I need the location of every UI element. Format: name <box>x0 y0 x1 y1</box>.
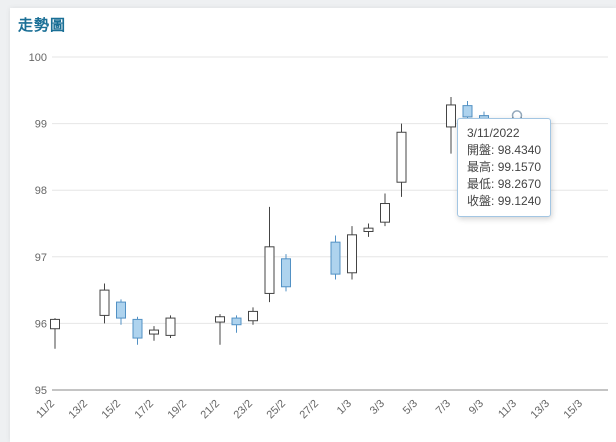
candle-body[interactable] <box>330 241 341 275</box>
candle-body[interactable] <box>363 227 374 232</box>
tooltip-separator: : <box>491 177 498 191</box>
x-axis-label: 15/3 <box>561 398 585 422</box>
candlestick-chart: 95 96 97 98 99 100 11/2 13/2 15/2 17/2 19/2 21/2 23/… <box>29 52 608 422</box>
tooltip-date: 3/11/2022 <box>467 126 520 140</box>
candle-body[interactable] <box>50 318 60 330</box>
y-axis-label: 98 <box>35 185 47 197</box>
candle-body[interactable] <box>99 289 110 316</box>
candle-body[interactable] <box>132 318 143 339</box>
x-axis-label: 3/3 <box>368 398 387 417</box>
candle-body[interactable] <box>215 316 225 323</box>
tooltip-value: 98.4340 <box>497 143 542 157</box>
x-axis-label: 15/2 <box>99 398 123 422</box>
chart-tooltip: 3/11/2022 開盤: 98.4340 最高: 99.1570 最低: 98… <box>457 118 552 217</box>
tooltip-value: 99.1240 <box>497 194 542 208</box>
tooltip-row-open: 開盤: 98.4340 <box>467 142 541 159</box>
y-axis-label: 95 <box>35 385 47 397</box>
y-axis-label: 97 <box>35 252 47 264</box>
tooltip-label: 最高 <box>467 160 492 174</box>
x-axis-label: 9/3 <box>467 398 486 417</box>
x-axis-label: 11/2 <box>34 398 57 421</box>
tooltip-value: 98.2670 <box>497 177 542 191</box>
x-axis-label: 13/3 <box>528 398 552 422</box>
x-axis-label: 25/2 <box>264 398 288 422</box>
candle-body[interactable] <box>347 234 357 274</box>
tooltip-row-high: 最高: 99.1570 <box>467 159 541 176</box>
tooltip-row-low: 最低: 98.2670 <box>467 176 541 193</box>
y-axis-label: 99 <box>35 119 47 131</box>
candle-body[interactable] <box>380 203 390 223</box>
candle-body[interactable] <box>231 317 242 326</box>
candle-body[interactable] <box>446 104 456 128</box>
x-axis-label: 7/3 <box>434 398 453 417</box>
candle-body[interactable] <box>281 258 291 288</box>
candle-body[interactable] <box>396 131 407 183</box>
x-axis-label: 21/2 <box>198 398 222 422</box>
tooltip-value: 99.1570 <box>497 160 542 174</box>
tooltip-row-close: 收盤: 99.1240 <box>467 193 541 210</box>
candle-body[interactable] <box>149 329 159 335</box>
tooltip-separator: : <box>491 194 498 208</box>
x-axis-label: 1/3 <box>335 398 354 417</box>
candle-body[interactable] <box>248 310 258 322</box>
tooltip-separator: : <box>491 143 498 157</box>
y-axis-label: 96 <box>35 318 47 330</box>
candle-body[interactable] <box>462 105 473 118</box>
x-axis-label: 19/2 <box>165 398 189 422</box>
x-axis-label: 11/3 <box>496 398 519 421</box>
x-axis-label: 27/2 <box>297 398 321 422</box>
y-axis-label: 100 <box>29 52 47 64</box>
x-axis-label: 13/2 <box>66 398 90 422</box>
chart-title: 走勢圖 <box>18 17 67 34</box>
candle-body[interactable] <box>165 317 176 336</box>
tooltip-label: 最低 <box>467 177 492 191</box>
x-axis-label: 17/2 <box>132 398 156 422</box>
tooltip-label: 開盤 <box>467 143 492 157</box>
x-axis-label: 5/3 <box>401 398 420 417</box>
chart-card: 走勢圖 95 96 97 98 99 100 11/2 13/2 15/2 17/2 19/2 21/… <box>10 8 616 442</box>
x-axis-label: 23/2 <box>231 398 255 422</box>
candle-body[interactable] <box>264 246 275 294</box>
tooltip-label: 收盤 <box>467 194 492 208</box>
tooltip-separator: : <box>491 160 498 174</box>
candle-body[interactable] <box>116 301 126 319</box>
